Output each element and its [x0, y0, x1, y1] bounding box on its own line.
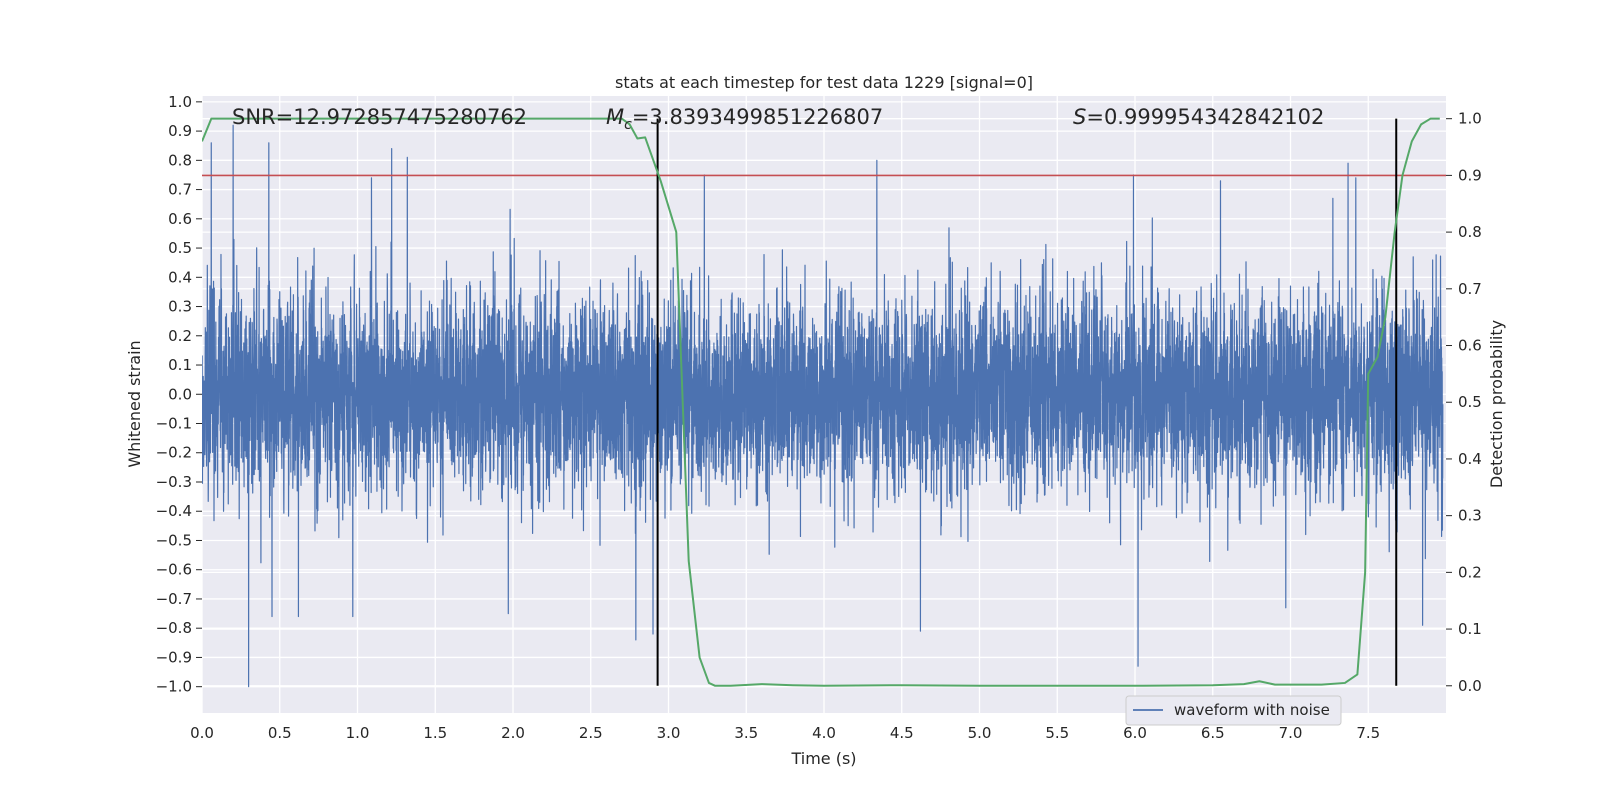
y-tick-label-left: 0.8: [168, 151, 192, 169]
y-tick-label-left: −0.9: [156, 648, 192, 666]
x-tick-label: 2.0: [501, 724, 525, 742]
y-tick-label-left: −0.4: [156, 502, 192, 520]
detection-stat-value: =0.999954342842102: [1086, 105, 1324, 129]
y-axis-label-right: Detection probability: [1487, 320, 1506, 488]
y-tick-label-right: 0.6: [1458, 337, 1482, 355]
y-tick-label-left: −0.1: [156, 415, 192, 433]
x-tick-label: 3.5: [734, 724, 758, 742]
detection-stat-symbol: S: [1073, 105, 1086, 129]
y-tick-label-left: 0.7: [168, 181, 192, 199]
chirp-mass-value: =3.8393499851226807: [632, 105, 883, 129]
y-tick-label-left: 0.3: [168, 298, 192, 316]
y-tick-label-left: 1.0: [168, 93, 192, 111]
x-tick-label: 2.5: [579, 724, 603, 742]
y-tick-label-left: 0.0: [168, 385, 192, 403]
x-tick-label: 4.5: [890, 724, 914, 742]
x-tick-label: 5.0: [968, 724, 992, 742]
y-tick-label-right: 0.1: [1458, 620, 1482, 638]
y-tick-label-left: −0.7: [156, 590, 192, 608]
y-tick-label-left: 0.9: [168, 122, 192, 140]
x-tick-label: 5.5: [1045, 724, 1069, 742]
x-tick-label: 3.0: [657, 724, 681, 742]
y-tick-label-left: 0.1: [168, 356, 192, 374]
y-tick-label-left: 0.4: [168, 268, 192, 286]
legend: waveform with noise: [1125, 695, 1342, 726]
y-tick-label-left: 0.6: [168, 210, 192, 228]
x-tick-label: 4.0: [812, 724, 836, 742]
axis-ticks: 0.0 0.5 1.0 1.5 2.0 2.5 3.0 3.5 4.0 4.5 5.0 5.5 6.0 6…: [156, 93, 1482, 742]
x-tick-label: 6.0: [1123, 724, 1147, 742]
waveform-series: [202, 124, 1444, 688]
y-tick-label-left: −0.6: [156, 561, 192, 579]
y-tick-label-left: −0.5: [156, 531, 192, 549]
y-tick-label-right: 0.7: [1458, 280, 1482, 298]
waveform-line: [202, 124, 1444, 688]
x-tick-label: 7.0: [1279, 724, 1303, 742]
x-axis-label: Time (s): [790, 749, 856, 768]
y-tick-label-right: 0.4: [1458, 450, 1482, 468]
probability-line: [202, 117, 1440, 687]
x-tick-label: 1.5: [423, 724, 447, 742]
legend-box: [1125, 695, 1342, 726]
y-tick-label-right: 0.9: [1458, 166, 1482, 184]
chirp-mass-subscript: c: [624, 117, 632, 133]
y-tick-label-left: −0.8: [156, 619, 192, 637]
y-tick-label-right: 0.2: [1458, 563, 1482, 581]
y-tick-label-right: 0.0: [1458, 677, 1482, 695]
x-tick-label: 6.5: [1201, 724, 1225, 742]
probability-series: [202, 117, 1440, 687]
legend-label-waveform: waveform with noise: [1174, 701, 1330, 719]
y-tick-label-right: 0.3: [1458, 507, 1482, 525]
y-axis-label-left: Whitened strain: [125, 340, 144, 467]
y-tick-label-left: 0.5: [168, 239, 192, 257]
vertical-markers: [656, 118, 1398, 686]
y-tick-label-left: −1.0: [156, 678, 192, 696]
y-tick-label-left: −0.2: [156, 444, 192, 462]
chirp-mass-symbol: M: [606, 105, 624, 129]
chart-title: stats at each timestep for test data 122…: [615, 73, 1033, 92]
y-tick-label-right: 1.0: [1458, 110, 1482, 128]
detection-stat-annotation: S=0.999954342842102: [1073, 105, 1324, 129]
x-tick-label: 0.0: [190, 724, 214, 742]
x-tick-label: 7.5: [1356, 724, 1380, 742]
snr-annotation: SNR=12.972857475280762: [232, 105, 527, 129]
y-tick-label-right: 0.5: [1458, 393, 1482, 411]
y-tick-label-left: −0.3: [156, 473, 192, 491]
y-tick-label-right: 0.8: [1458, 223, 1482, 241]
chirp-mass-annotation: Mc=3.8393499851226807: [606, 105, 883, 133]
y-tick-label-left: 0.2: [168, 327, 192, 345]
x-tick-label: 1.0: [346, 724, 370, 742]
x-tick-label: 0.5: [268, 724, 292, 742]
